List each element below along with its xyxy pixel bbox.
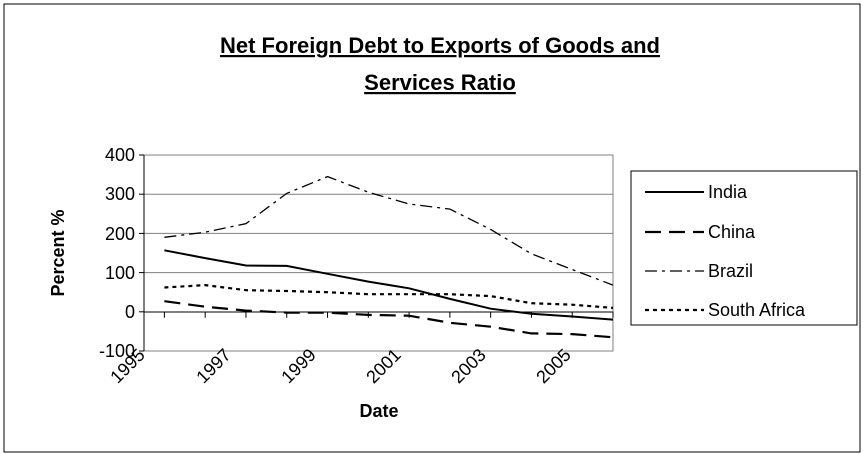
- series-line-china: [164, 300, 614, 339]
- series-line-south-africa: [164, 283, 614, 309]
- y-tick-label: -100: [99, 341, 135, 361]
- series-line-brazil: [164, 175, 614, 286]
- x-axis-title: Date: [359, 401, 398, 421]
- legend-label-india: India: [708, 182, 748, 202]
- gridlines: [144, 193, 613, 274]
- y-tick-label: 0: [125, 302, 135, 322]
- series-lines: [164, 175, 614, 339]
- chart-title-line-1: Net Foreign Debt to Exports of Goods and: [220, 33, 660, 58]
- legend-box: [630, 170, 858, 326]
- chart-title-line-2: Services Ratio: [364, 70, 516, 95]
- legend: India China Brazil South Africa: [630, 170, 858, 326]
- legend-items: India China Brazil South Africa: [645, 182, 806, 320]
- y-axis-title: Percent %: [48, 209, 68, 296]
- y-tick-label: 400: [105, 145, 135, 165]
- y-tick-marks: [139, 154, 144, 352]
- y-tick-label: 300: [105, 184, 135, 204]
- legend-label-china: China: [708, 222, 756, 242]
- y-tick-label: 100: [105, 263, 135, 283]
- legend-label-brazil: Brazil: [708, 261, 753, 281]
- plot-area: [139, 154, 614, 352]
- legend-label-south-africa: South Africa: [708, 300, 806, 320]
- y-tick-label: 200: [105, 224, 135, 244]
- y-tick-labels: 400 300 200 100 0 -100: [99, 145, 135, 361]
- plot-area-frame: [143, 154, 614, 352]
- series-line-india: [164, 249, 614, 321]
